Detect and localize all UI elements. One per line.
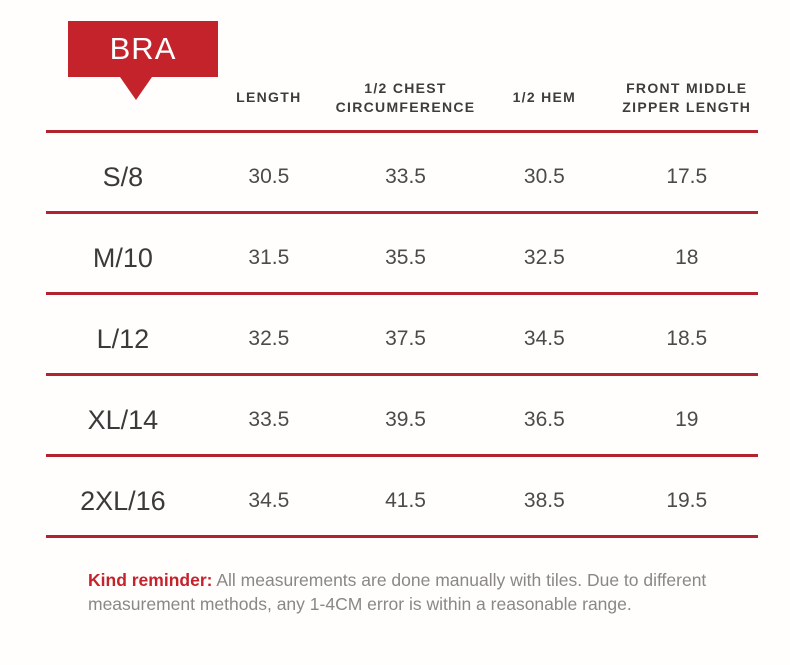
column-header-length: LENGTH bbox=[236, 89, 302, 106]
chest-value: 35.5 bbox=[385, 246, 426, 269]
hem-value: 34.5 bbox=[523, 327, 565, 350]
zipper-value: 17.5 bbox=[666, 165, 708, 188]
table-header-row: LENGTH 1/2 CHEST CIRCUMFERENCE 1/2 HEM F… bbox=[46, 57, 758, 133]
column-header-chest: 1/2 CHEST CIRCUMFERENCE bbox=[335, 79, 476, 115]
category-badge-label: BRA bbox=[109, 31, 177, 66]
row-size-label: S/8 bbox=[102, 161, 144, 192]
column-header-hem: 1/2 HEM bbox=[512, 89, 577, 106]
zipper-value: 19 bbox=[675, 408, 699, 431]
hem-value: 30.5 bbox=[523, 165, 565, 188]
length-value: 31.5 bbox=[248, 246, 290, 269]
zipper-value: 18 bbox=[675, 246, 699, 269]
zipper-value: 19.5 bbox=[666, 489, 708, 512]
length-value: 33.5 bbox=[248, 408, 290, 431]
row-size-label: 2XL/16 bbox=[80, 485, 166, 516]
table-row: M/10 31.5 35.5 32.5 18 bbox=[46, 214, 758, 295]
table-row: XL/14 33.5 39.5 36.5 19 bbox=[46, 376, 758, 457]
zipper-value: 18.5 bbox=[666, 327, 708, 350]
category-badge: BRA bbox=[68, 21, 218, 100]
badge-tail-icon bbox=[120, 77, 152, 100]
column-header-size bbox=[46, 57, 200, 130]
chest-value: 41.5 bbox=[385, 489, 426, 512]
hem-value: 36.5 bbox=[523, 408, 565, 431]
kind-reminder-label: Kind reminder: bbox=[88, 570, 213, 590]
chest-value: 33.5 bbox=[385, 165, 426, 188]
kind-reminder-note: Kind reminder: All measurements are done… bbox=[88, 568, 738, 616]
chest-value: 37.5 bbox=[385, 327, 426, 350]
table-row: L/12 32.5 37.5 34.5 18.5 bbox=[46, 295, 758, 376]
row-size-label: M/10 bbox=[92, 242, 153, 273]
length-value: 30.5 bbox=[248, 165, 290, 188]
size-table: LENGTH 1/2 CHEST CIRCUMFERENCE 1/2 HEM F… bbox=[46, 57, 758, 538]
table-row: S/8 30.5 33.5 30.5 17.5 bbox=[46, 133, 758, 214]
hem-value: 38.5 bbox=[523, 489, 565, 512]
table-row: 2XL/16 34.5 41.5 38.5 19.5 bbox=[46, 457, 758, 538]
row-size-label: XL/14 bbox=[87, 404, 159, 435]
chest-value: 39.5 bbox=[385, 408, 426, 431]
hem-value: 32.5 bbox=[523, 246, 565, 269]
row-size-label: L/12 bbox=[96, 323, 150, 354]
column-header-zipper: FRONT MIDDLE ZIPPER LENGTH bbox=[622, 79, 752, 115]
kind-reminder-text: All measurements are done manually with … bbox=[88, 570, 707, 614]
length-value: 34.5 bbox=[248, 489, 290, 512]
length-value: 32.5 bbox=[248, 327, 290, 350]
